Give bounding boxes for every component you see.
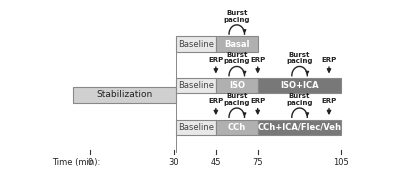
Text: Burst
pacing: Burst pacing <box>224 52 250 64</box>
Text: Stabilization: Stabilization <box>96 90 152 99</box>
Text: CCh: CCh <box>228 123 246 132</box>
Text: 45: 45 <box>210 158 221 167</box>
Bar <box>216 78 258 93</box>
Bar <box>258 78 341 93</box>
Text: Burst
pacing: Burst pacing <box>286 93 313 106</box>
Text: ISO+ICA: ISO+ICA <box>280 81 318 90</box>
Text: Baseline: Baseline <box>178 81 214 90</box>
Text: 75: 75 <box>252 158 263 167</box>
Text: 30: 30 <box>169 158 179 167</box>
Text: Baseline: Baseline <box>178 40 214 49</box>
Text: ERP: ERP <box>250 98 265 104</box>
Bar <box>216 36 258 52</box>
Text: ISO: ISO <box>229 81 245 90</box>
Text: CCh+ICA/Flec/Veh: CCh+ICA/Flec/Veh <box>257 123 341 132</box>
Text: Burst
pacing: Burst pacing <box>224 93 250 106</box>
Text: Baseline: Baseline <box>178 123 214 132</box>
Text: 0: 0 <box>88 158 93 167</box>
Text: Basal: Basal <box>224 40 250 49</box>
Bar <box>176 78 216 93</box>
Text: ERP: ERP <box>321 57 337 63</box>
Text: ERP: ERP <box>208 57 224 63</box>
Text: ERP: ERP <box>250 57 265 63</box>
Text: ERP: ERP <box>208 98 224 104</box>
Text: ERP: ERP <box>321 98 337 104</box>
Text: 105: 105 <box>333 158 348 167</box>
Bar <box>216 120 258 135</box>
Text: Burst
pacing: Burst pacing <box>224 10 250 23</box>
Bar <box>176 36 216 52</box>
Text: Time (min):: Time (min): <box>52 158 100 167</box>
Bar <box>258 120 341 135</box>
Bar <box>73 87 176 103</box>
Bar <box>176 120 216 135</box>
Text: Burst
pacing: Burst pacing <box>286 52 313 64</box>
